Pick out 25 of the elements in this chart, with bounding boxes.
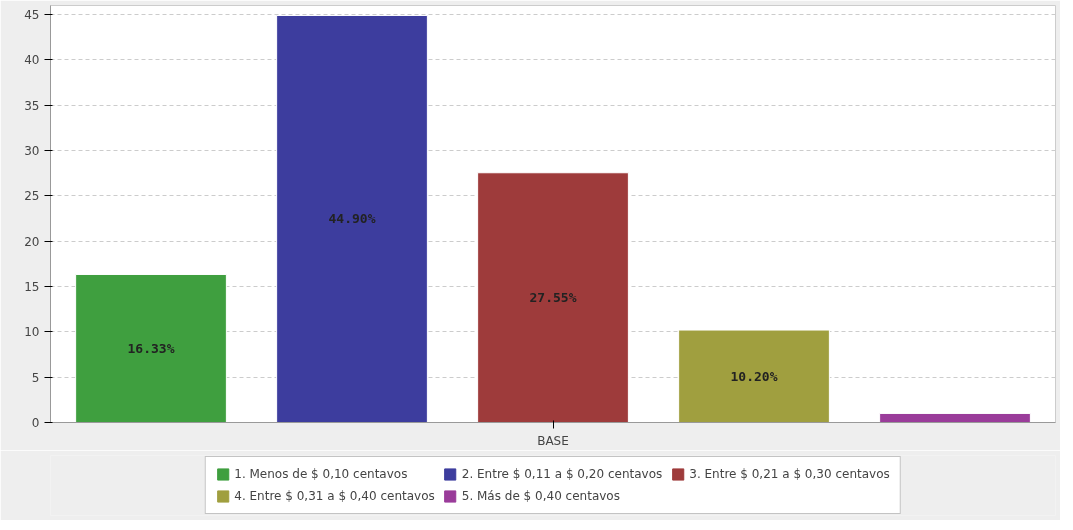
bar (75, 273, 227, 423)
bar (879, 412, 1031, 423)
y-tick-label: 30 (24, 144, 40, 159)
y-tick-label: 20 (24, 234, 40, 249)
data-label: 27.55% (529, 290, 577, 306)
y-tick-label: 5 (31, 370, 40, 385)
legend-label: 4. Entre $ 0,31 a $ 0,40 centavos (234, 489, 435, 503)
x-tick-label: BASE (537, 433, 569, 448)
bar (477, 172, 629, 423)
y-tick-label: 35 (24, 98, 40, 113)
data-label: 44.90% (328, 211, 376, 227)
y-tick-label: 40 (24, 53, 40, 68)
y-tick-label: 15 (24, 280, 40, 295)
data-label: 16.33% (127, 340, 175, 356)
y-tick-label: 0 (31, 416, 40, 430)
bar (678, 329, 830, 423)
y-tick-label: 45 (24, 8, 40, 23)
y-tick-label: 25 (24, 189, 40, 204)
legend-label: 3. Entre $ 0,21 a $ 0,30 centavos (689, 467, 890, 481)
data-label: 10.20% (730, 368, 778, 384)
legend-label: 5. Más de $ 0,40 centavos (461, 489, 620, 503)
bar (276, 14, 428, 423)
legend-label: 1. Menos de $ 0,10 centavos (234, 467, 408, 481)
legend-label: 2. Entre $ 0,11 a $ 0,20 centavos (461, 467, 663, 481)
y-tick-label: 10 (24, 325, 40, 340)
